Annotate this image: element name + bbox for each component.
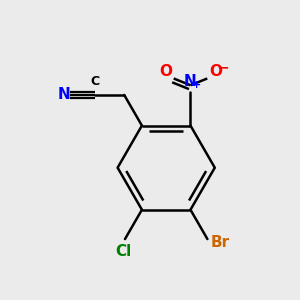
Text: Br: Br <box>210 235 230 250</box>
Text: N: N <box>58 88 71 103</box>
Text: −: − <box>218 60 230 74</box>
Text: O: O <box>209 64 222 79</box>
Text: O: O <box>159 64 172 79</box>
Text: N: N <box>184 74 197 89</box>
Text: +: + <box>192 80 202 90</box>
Text: C: C <box>90 75 99 88</box>
Text: Cl: Cl <box>116 244 132 260</box>
